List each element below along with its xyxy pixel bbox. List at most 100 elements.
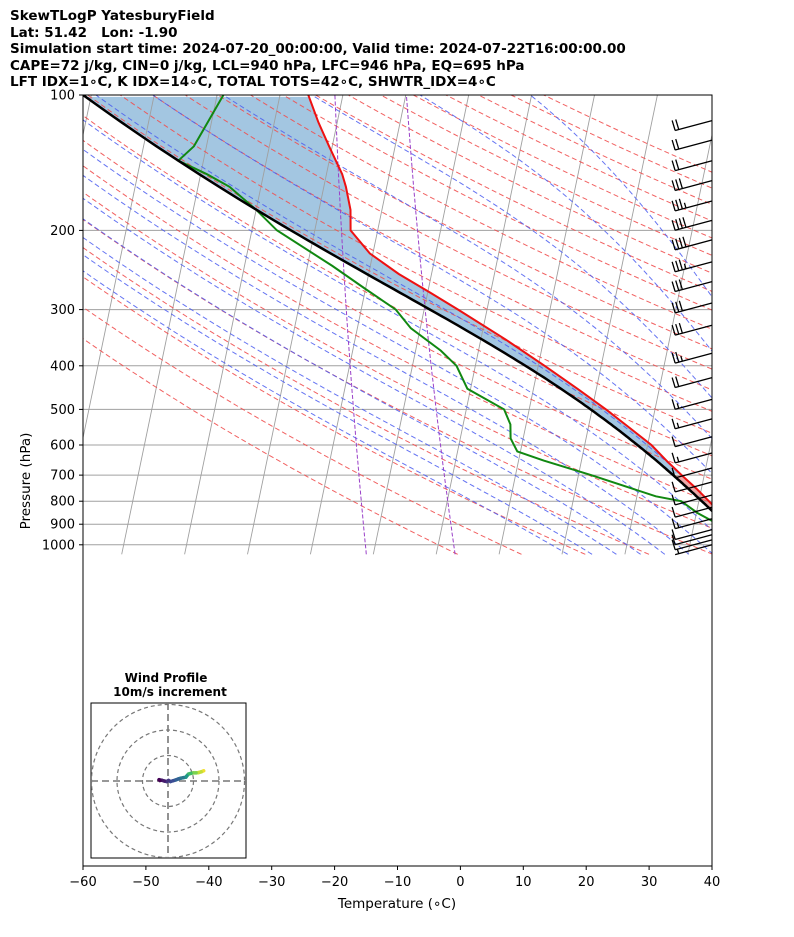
wind-barb xyxy=(671,518,713,530)
y-tick-label: 200 xyxy=(50,224,75,239)
wind-barb xyxy=(671,236,713,251)
x-tick-label: −40 xyxy=(195,875,222,890)
moist-adiabat-line xyxy=(152,95,712,475)
x-tick-label: −30 xyxy=(258,875,285,890)
wind-barb xyxy=(671,119,713,132)
isotherm-line xyxy=(687,435,712,555)
x-tick-label: 20 xyxy=(578,875,595,890)
isotherm-line xyxy=(624,132,712,555)
wind-barb xyxy=(671,198,713,212)
dry-adiabat-line xyxy=(380,95,712,256)
moist-adiabat-line xyxy=(83,254,593,555)
mixing-ratio-line xyxy=(405,95,456,555)
wind-barb xyxy=(671,259,713,273)
dry-adiabat-line xyxy=(83,338,458,555)
dry-adiabat-line xyxy=(83,218,712,555)
x-tick-label: −60 xyxy=(69,875,96,890)
cape-indices: CAPE=72 j/kg, CIN=0 j/kg, LCL=940 hPa, L… xyxy=(10,57,525,74)
x-tick-label: 0 xyxy=(456,875,464,890)
dry-adiabat-line xyxy=(217,95,712,350)
moist-adiabat-line xyxy=(83,236,617,555)
dry-adiabat-line xyxy=(83,246,650,555)
wind-barb xyxy=(671,376,713,389)
dry-adiabat-line xyxy=(510,95,712,189)
wind-barb xyxy=(671,418,713,430)
wind-barb xyxy=(671,534,713,546)
x-tick-label: −10 xyxy=(384,875,411,890)
isotherm-line xyxy=(83,95,92,138)
wind-barb xyxy=(671,467,713,479)
moist-adiabat-line xyxy=(529,95,712,298)
wind-barb xyxy=(671,138,713,151)
isotherm-line xyxy=(309,95,407,555)
y-tick-label: 100 xyxy=(50,89,75,104)
valid-time: Simulation start time: 2024-07-20_00:00:… xyxy=(10,41,626,57)
y-tick-label: 700 xyxy=(50,469,75,484)
x-tick-label: −50 xyxy=(132,875,159,890)
wind-barb xyxy=(671,452,713,464)
mixing-ratio-line xyxy=(334,95,367,555)
temperature-profile xyxy=(307,95,712,506)
wind-barb xyxy=(671,539,713,551)
isotherm-line xyxy=(247,95,344,555)
isotherm-line xyxy=(184,95,281,555)
isotherm-line xyxy=(435,95,533,555)
wind-barb xyxy=(671,528,713,541)
dry-adiabat-line xyxy=(83,114,712,457)
y-tick-label: 300 xyxy=(50,303,75,318)
moist-adiabat-line xyxy=(95,95,712,505)
y-tick-label: 400 xyxy=(50,359,75,374)
y-tick-label: 500 xyxy=(50,403,75,418)
dry-adiabat-line xyxy=(83,165,712,504)
cape-shading xyxy=(85,96,681,474)
wind-barb xyxy=(671,506,713,518)
lat-lon: Lat: 51.42 Lon: -1.90 xyxy=(10,24,178,41)
moist-adiabat-line xyxy=(83,148,712,554)
moist-adiabat-line xyxy=(83,119,712,531)
x-tick-label: 40 xyxy=(704,875,721,890)
dry-adiabat-line xyxy=(347,95,712,274)
wind-barb xyxy=(671,481,713,493)
wind-barb xyxy=(671,398,713,410)
hodograph-subtitle: 10m/s increment xyxy=(113,685,227,699)
hodograph-segment xyxy=(157,777,162,783)
isotherm-line xyxy=(83,95,155,441)
wind-barb xyxy=(671,300,713,314)
dry-adiabat-line xyxy=(83,276,586,555)
x-tick-label: 30 xyxy=(641,875,658,890)
wind-barb xyxy=(671,322,713,336)
isotherm-line xyxy=(372,95,470,555)
x-tick-label: 10 xyxy=(515,875,532,890)
chart-header: SkewTLogP YatesburyField Lat: 51.42 Lon:… xyxy=(10,8,626,91)
wind-barb xyxy=(671,279,713,293)
isotherm-line xyxy=(121,95,218,555)
dry-adiabat-line xyxy=(83,306,522,555)
x-tick-label: −20 xyxy=(321,875,348,890)
wind-barb xyxy=(671,217,713,231)
wind-barb xyxy=(671,351,713,364)
x-axis-label: Temperature (∘C) xyxy=(337,896,456,912)
y-tick-label: 900 xyxy=(50,518,75,533)
y-axis-label: Pressure (hPa) xyxy=(18,433,34,530)
wind-barb xyxy=(671,178,713,192)
dry-adiabat-line xyxy=(83,139,712,480)
y-tick-label: 1000 xyxy=(42,538,75,553)
isotherm-line xyxy=(561,95,658,555)
hodograph-inset: Wind Profile 10m/s increment xyxy=(90,671,247,859)
wind-barb xyxy=(671,159,713,172)
dewpoint-profile xyxy=(176,95,712,523)
hodograph-title: Wind Profile xyxy=(125,671,208,685)
moist-adiabat-line xyxy=(311,95,712,399)
isotherm-line xyxy=(751,95,794,554)
station-title: SkewTLogP YatesburyField xyxy=(10,8,215,24)
moist-adiabat-line xyxy=(83,218,641,555)
moist-adiabat-line xyxy=(83,174,690,555)
dry-adiabat-line xyxy=(478,95,712,205)
dry-adiabat-line xyxy=(119,95,712,412)
wind-barb xyxy=(671,436,713,448)
y-tick-label: 600 xyxy=(50,439,75,454)
dry-adiabat-line xyxy=(282,95,712,311)
isotherm-line xyxy=(498,95,595,555)
dry-adiabat-line xyxy=(152,95,712,391)
